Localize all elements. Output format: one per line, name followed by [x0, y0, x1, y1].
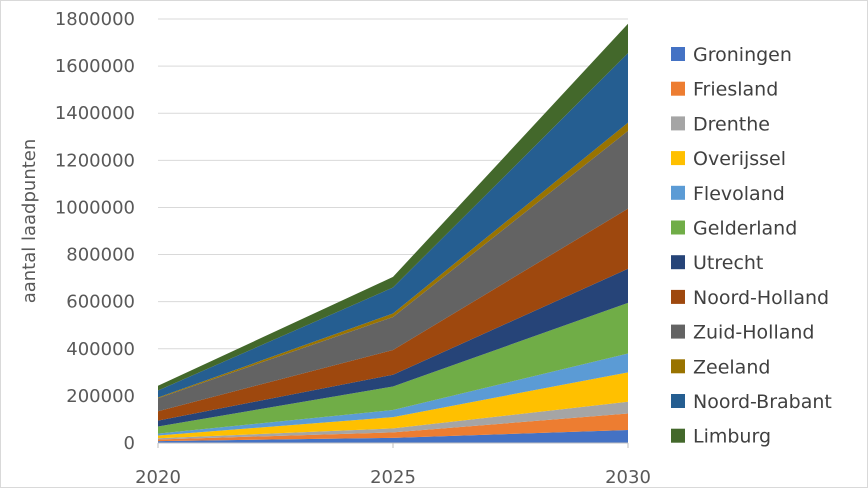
x-tick-label: 2030	[605, 467, 651, 488]
legend-swatch	[671, 324, 685, 339]
x-tick-label: 2020	[135, 467, 181, 488]
area-zuid-holland	[158, 130, 628, 412]
area-drenthe	[158, 401, 628, 440]
legend-label: Flevoland	[693, 183, 785, 205]
y-tick-label: 400000	[66, 339, 135, 360]
legend-label: Zeeland	[693, 356, 770, 378]
legend-swatch	[671, 185, 685, 200]
legend-swatch	[671, 394, 685, 408]
area-gelderland	[158, 302, 628, 434]
legend-swatch	[671, 81, 685, 96]
legend-label: Gelderland	[693, 218, 797, 240]
legend: Groningen Friesland Drenthe Overijssel Flevo…	[671, 44, 832, 448]
area-friesland	[158, 413, 628, 442]
y-tick-label: 1400000	[55, 103, 135, 124]
y-tick-label: 600000	[66, 292, 135, 313]
x-tick-label: 2025	[370, 467, 416, 488]
y-tick-label: 1600000	[55, 56, 135, 77]
series-areas	[158, 23, 628, 443]
legend-label: Groningen	[693, 44, 792, 66]
legend-label: Limburg	[693, 426, 771, 448]
legend-swatch	[671, 151, 685, 166]
legend-label: Friesland	[693, 79, 778, 101]
y-tick-label: 1800000	[55, 9, 135, 30]
legend-swatch	[671, 255, 685, 270]
legend-label: Overijssel	[693, 148, 786, 170]
legend-swatch	[671, 220, 685, 235]
legend-label: Zuid-Holland	[693, 322, 814, 344]
legend-label: Noord-Holland	[693, 287, 829, 309]
legend-swatch	[671, 428, 685, 443]
y-tick-label: 0	[124, 433, 135, 454]
y-tick-label: 1000000	[55, 197, 135, 218]
legend-swatch	[671, 289, 685, 304]
legend-swatch	[671, 359, 685, 374]
axes: 0 200000 400000 600000 800000 1000000 1200000 1…	[55, 9, 651, 488]
area-noord-holland	[158, 208, 628, 421]
legend-label: Noord-Brabant	[693, 391, 832, 413]
y-tick-label: 200000	[66, 386, 135, 407]
y-axis-title: aantal laadpunten	[19, 139, 40, 304]
y-tick-label: 1200000	[55, 150, 135, 171]
y-tick-label: 800000	[66, 245, 135, 266]
area-overijssel	[158, 372, 628, 439]
area-groningen	[158, 430, 628, 443]
legend-label: Utrecht	[693, 252, 763, 274]
legend-swatch	[671, 116, 685, 131]
legend-swatch	[671, 47, 685, 61]
legend-label: Drenthe	[693, 113, 770, 135]
